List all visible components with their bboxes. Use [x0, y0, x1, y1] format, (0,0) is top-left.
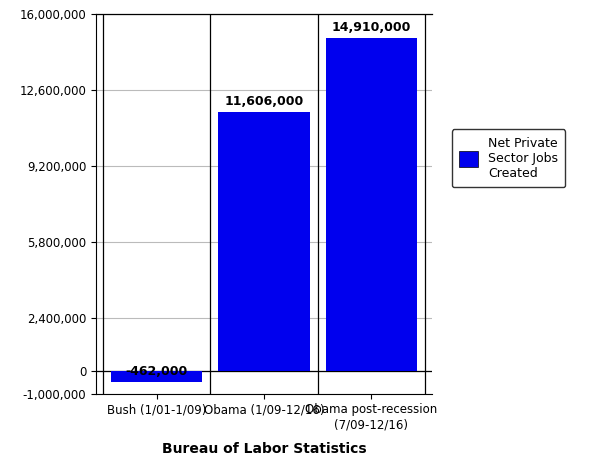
Bar: [218, 112, 310, 371]
Text: 14,910,000: 14,910,000: [331, 21, 411, 34]
Bar: [326, 38, 417, 371]
Text: -462,000: -462,000: [125, 365, 188, 378]
Text: 11,606,000: 11,606,000: [224, 95, 304, 108]
Bar: [111, 371, 202, 382]
Legend: Net Private
Sector Jobs
Created: Net Private Sector Jobs Created: [452, 129, 565, 187]
X-axis label: Bureau of Labor Statistics: Bureau of Labor Statistics: [161, 442, 367, 457]
